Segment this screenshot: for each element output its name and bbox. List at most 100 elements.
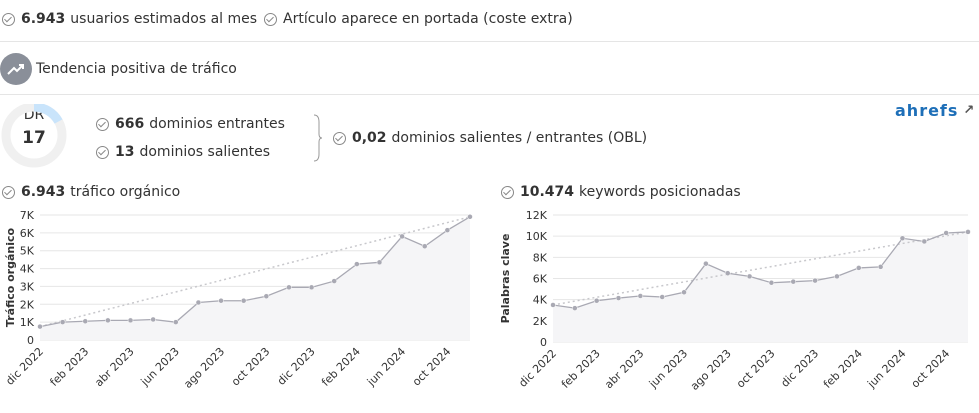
stat-text: usuarios estimados al mes	[70, 11, 258, 27]
point	[615, 295, 622, 301]
x-tick-label: ago 2023	[181, 345, 227, 391]
area	[553, 231, 968, 342]
point	[444, 227, 451, 233]
point	[37, 323, 43, 330]
point	[681, 289, 687, 296]
stat-value: 666	[115, 116, 145, 132]
chart-title-text: keywords posicionadas	[579, 184, 741, 200]
dr-arc	[33, 104, 63, 124]
point	[637, 293, 644, 299]
point	[790, 278, 797, 285]
brand[interactable]: ahrefs	[895, 101, 959, 120]
area	[40, 216, 470, 340]
trend-text: Tendencia positiva de tráfico	[36, 61, 237, 77]
stat-value: 13	[115, 144, 135, 160]
chart-title-value: 6.943	[21, 184, 66, 200]
point	[376, 259, 383, 266]
y-tick-label: 6K	[533, 273, 548, 286]
y-tick-label: 3K	[20, 280, 35, 293]
point	[921, 238, 928, 245]
stat-text: dominios salientes	[139, 144, 271, 160]
point	[877, 264, 884, 270]
point	[703, 260, 709, 267]
y-tick-label: 8K	[533, 251, 548, 264]
chart-title: 10.474 keywords posicionadas	[501, 184, 741, 200]
point	[59, 319, 66, 325]
x-tick-label: ago 2023	[688, 347, 734, 393]
point	[943, 230, 949, 236]
line	[39, 216, 471, 328]
point	[724, 270, 731, 276]
stat-text: dominios salientes / entrantes (OBL)	[391, 130, 648, 146]
x-tick-label: dic 2022	[516, 347, 559, 390]
stat: 6.943 usuarios estimados al mes	[2, 11, 257, 27]
dr-gauge: DR 17	[1, 104, 67, 168]
line	[552, 231, 969, 309]
stat: 666 dominios entrantes	[96, 116, 285, 132]
x-tick-label: abr 2023	[602, 347, 646, 391]
separator	[0, 41, 979, 42]
x-tick-label: oct 2023	[734, 347, 778, 391]
x-tick-label: feb 2023	[559, 347, 603, 391]
x-tick-label: dic 2022	[3, 345, 46, 388]
point	[105, 317, 111, 324]
point	[899, 235, 906, 242]
point	[263, 293, 270, 299]
brace	[313, 114, 323, 162]
x-tick-label: jun 2023	[646, 347, 690, 391]
point	[150, 316, 156, 323]
point	[856, 265, 862, 271]
point	[659, 294, 665, 300]
y-tick-label: 6K	[20, 227, 35, 240]
point	[240, 297, 247, 304]
trend-icon	[0, 53, 32, 85]
stat-value: 6.943	[21, 11, 66, 27]
point	[768, 279, 775, 286]
point	[593, 297, 600, 304]
x-tick-label: jun 2024	[364, 345, 408, 389]
y-axis-label: Tráfico orgánico	[4, 227, 17, 327]
x-tick-label: oct 2024	[410, 345, 454, 389]
stat-value: 0,02	[352, 130, 387, 146]
stat: 0,02 dominios salientes / entrantes (OBL)	[333, 130, 647, 146]
point	[127, 317, 134, 324]
x-tick-label: feb 2024	[319, 345, 363, 389]
y-tick-label: 2K	[20, 298, 35, 311]
y-tick-label: 0	[540, 336, 547, 349]
y-tick-label: 10K	[526, 230, 548, 243]
point	[467, 214, 473, 220]
x-tick-label: dic 2023	[275, 345, 318, 388]
point	[218, 297, 224, 304]
point	[354, 261, 360, 267]
x-tick-label: jun 2024	[864, 347, 908, 391]
y-tick-label: 0	[27, 334, 34, 347]
x-tick-label: feb 2023	[47, 345, 91, 389]
y-tick-label: 4K	[20, 263, 35, 276]
y-tick-label: 5K	[20, 245, 35, 258]
point	[308, 284, 315, 291]
stat-text: Artículo aparece en portada (coste extra…	[283, 11, 573, 27]
x-tick-label: oct 2023	[229, 345, 273, 389]
point	[572, 305, 578, 311]
x-tick-label: dic 2023	[778, 347, 821, 390]
y-tick-label: 1K	[20, 316, 35, 329]
point	[965, 229, 971, 235]
y-axis-label: Palabras clave	[499, 234, 512, 324]
y-tick-label: 12K	[526, 209, 548, 222]
point	[82, 318, 89, 324]
point	[286, 284, 292, 291]
chart-title-text: tráfico orgánico	[70, 184, 181, 200]
x-tick-label: abr 2023	[92, 345, 136, 389]
y-tick-label: 4K	[533, 294, 548, 307]
trend: Tendencia positiva de tráfico	[0, 53, 237, 85]
dr-value: 17	[22, 128, 46, 148]
x-tick-label: feb 2024	[821, 347, 865, 391]
point	[421, 243, 428, 249]
brand-link[interactable]: ahrefs ↗	[895, 101, 976, 120]
y-tick-label: 2K	[533, 315, 548, 328]
point	[550, 302, 556, 308]
point	[834, 273, 840, 280]
